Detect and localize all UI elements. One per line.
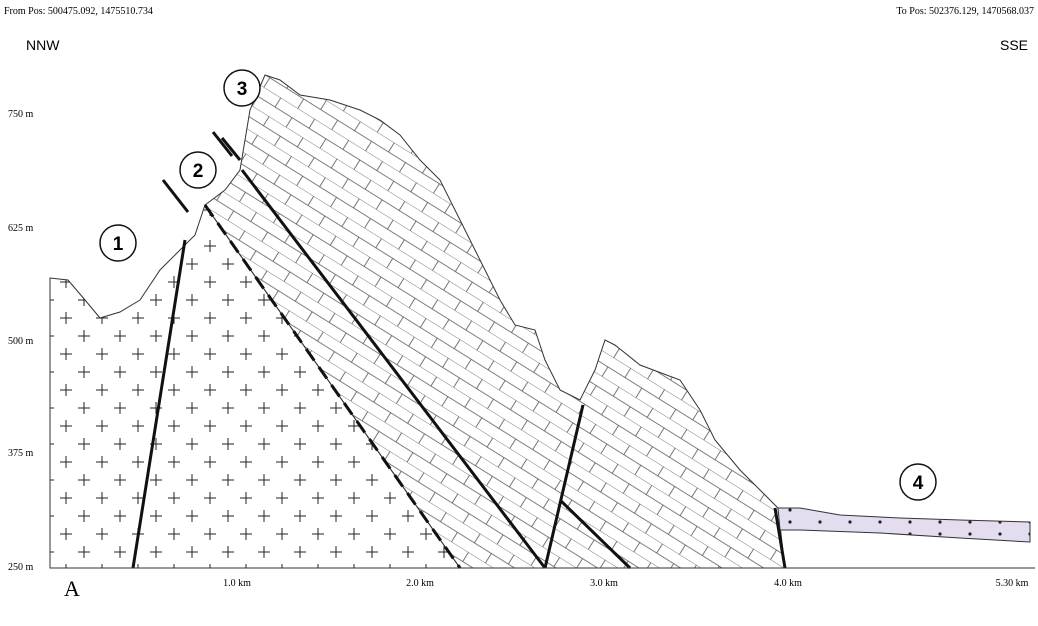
alluvium-unit [778, 508, 1030, 542]
distance-label: 1.0 km [223, 578, 251, 589]
callout: 3 [237, 79, 248, 100]
distance-label: 2.0 km [406, 578, 434, 589]
elevation-label: 250 m [8, 562, 34, 573]
right-direction: SSE [1000, 37, 1028, 53]
distance-label: 4.0 km [774, 578, 802, 589]
panel-label: A [64, 576, 80, 601]
distance-label: 5.30 km [996, 578, 1029, 589]
distance-label: 3.0 km [590, 578, 618, 589]
from-pos: From Pos: 500475.092, 1475510.734 [4, 6, 153, 17]
cross-section: From Pos: 500475.092, 1475510.734 To Pos… [0, 0, 1038, 626]
to-pos: To Pos: 502376.129, 1470568.037 [896, 6, 1034, 17]
callout: 4 [913, 473, 924, 494]
elevation-label: 500 m [8, 336, 34, 347]
callout: 2 [193, 161, 204, 182]
elevation-label: 375 m [8, 448, 34, 459]
left-direction: NNW [26, 37, 60, 53]
elevation-label: 750 m [8, 109, 34, 120]
callout: 1 [113, 234, 124, 255]
elevation-label: 625 m [8, 223, 34, 234]
